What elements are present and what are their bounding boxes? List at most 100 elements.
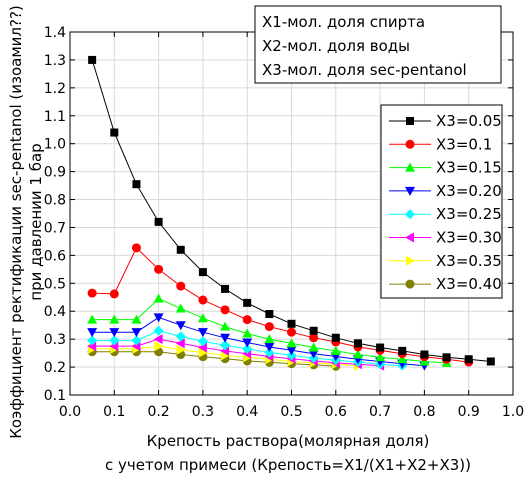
y-tick-label: 0.7 (44, 220, 66, 236)
data-point (153, 313, 164, 323)
data-point (331, 333, 340, 342)
data-point (220, 321, 231, 331)
data-point (264, 322, 274, 332)
y-tick-label: 1.4 (44, 25, 66, 41)
data-point (442, 353, 451, 362)
data-point (308, 342, 319, 352)
data-point (309, 326, 318, 335)
annotation-frame (254, 5, 502, 84)
data-point (242, 315, 252, 325)
data-point (420, 350, 429, 359)
data-point (153, 293, 164, 303)
data-point (198, 268, 207, 277)
data-point (375, 352, 386, 362)
data-point (198, 295, 208, 305)
data-point (486, 357, 495, 366)
x-tick-label: 0.2 (147, 404, 169, 420)
note-x3: X3-мол. доля sec-pentanol (262, 61, 467, 79)
legend-label: X3=0.35 (436, 252, 502, 270)
data-point (197, 313, 208, 323)
data-point (153, 325, 164, 336)
data-point (397, 354, 408, 364)
data-point (175, 338, 185, 349)
legend-marker (405, 186, 415, 196)
legend-label: X3=0.1 (436, 135, 492, 153)
x-tick-label: 0.8 (413, 404, 435, 420)
data-point (220, 340, 231, 351)
y-tick-label: 0.5 (44, 276, 66, 292)
series-x3-0-05 (88, 55, 495, 366)
legend-label: X3=0.30 (436, 229, 502, 247)
legend-label: X3=0.25 (436, 205, 502, 223)
data-point (176, 344, 186, 355)
y-tick-label: 1.3 (44, 53, 66, 69)
data-point (242, 338, 253, 348)
y-tick-label: 0.6 (44, 248, 66, 264)
legend-label: X3=0.05 (436, 112, 502, 130)
y-tick-label: 0.1 (44, 388, 66, 404)
legend-marker (406, 117, 414, 125)
series-layer (87, 55, 495, 371)
series-line (92, 316, 425, 367)
data-point (87, 328, 98, 338)
data-point (175, 321, 186, 331)
legend-item: X3=0.15 (389, 159, 502, 177)
data-point (109, 289, 119, 299)
data-point (109, 314, 120, 324)
legend-label: X3=0.20 (436, 182, 502, 200)
data-point (87, 335, 98, 346)
series-x3-0-20 (87, 313, 430, 371)
note-x2: X2-мол. доля воды (262, 37, 410, 55)
legend-marker (405, 139, 415, 149)
data-point (220, 305, 230, 315)
data-point (287, 319, 296, 328)
data-point (376, 343, 385, 352)
legend-frame (380, 104, 503, 299)
x-tick-label: 0.6 (325, 404, 347, 420)
data-point (154, 341, 164, 352)
data-point (221, 284, 230, 293)
data-point (308, 349, 319, 359)
y-axis-title-line1: Коэффициент ректификации sec-pentanol (и… (7, 5, 25, 439)
data-point (242, 328, 253, 338)
data-point (87, 288, 97, 298)
annotation-box: X1-мол. доля спирта X2-мол. доля воды X3… (254, 5, 502, 84)
y-tick-label: 1.0 (44, 137, 66, 153)
data-point (132, 180, 141, 189)
data-point (175, 303, 186, 313)
data-point (154, 217, 163, 226)
x-tick-label: 0.7 (369, 404, 391, 420)
legend-item: X3=0.05 (389, 112, 502, 130)
data-point (131, 314, 142, 324)
data-point (221, 350, 231, 361)
data-point (264, 334, 275, 344)
note-x1: X1-мол. доля спирта (262, 13, 425, 31)
data-point (309, 333, 319, 343)
legend-marker (405, 279, 415, 289)
data-point (153, 334, 163, 345)
legend-item: X3=0.35 (389, 252, 502, 270)
x-tick-label: 0.9 (458, 404, 480, 420)
x-tick-label: 0.5 (280, 404, 302, 420)
data-point (287, 327, 296, 337)
data-point (353, 339, 362, 348)
y-tick-label: 0.2 (44, 360, 66, 376)
data-point (264, 347, 275, 358)
y-tick-label: 0.8 (44, 193, 66, 209)
data-point (154, 264, 164, 274)
data-point (110, 128, 119, 137)
legend-marker (405, 209, 415, 220)
data-point (198, 347, 208, 358)
legend-item: X3=0.20 (389, 182, 502, 200)
data-point (131, 335, 142, 346)
data-point (264, 342, 275, 352)
data-point (109, 335, 120, 346)
data-point (131, 243, 141, 253)
data-point (175, 331, 186, 342)
y-tick-label: 1.2 (44, 81, 66, 97)
data-point (220, 333, 231, 343)
data-point (131, 328, 142, 338)
x-tick-label: 0.4 (236, 404, 258, 420)
data-point (464, 355, 473, 364)
data-point (176, 281, 186, 291)
